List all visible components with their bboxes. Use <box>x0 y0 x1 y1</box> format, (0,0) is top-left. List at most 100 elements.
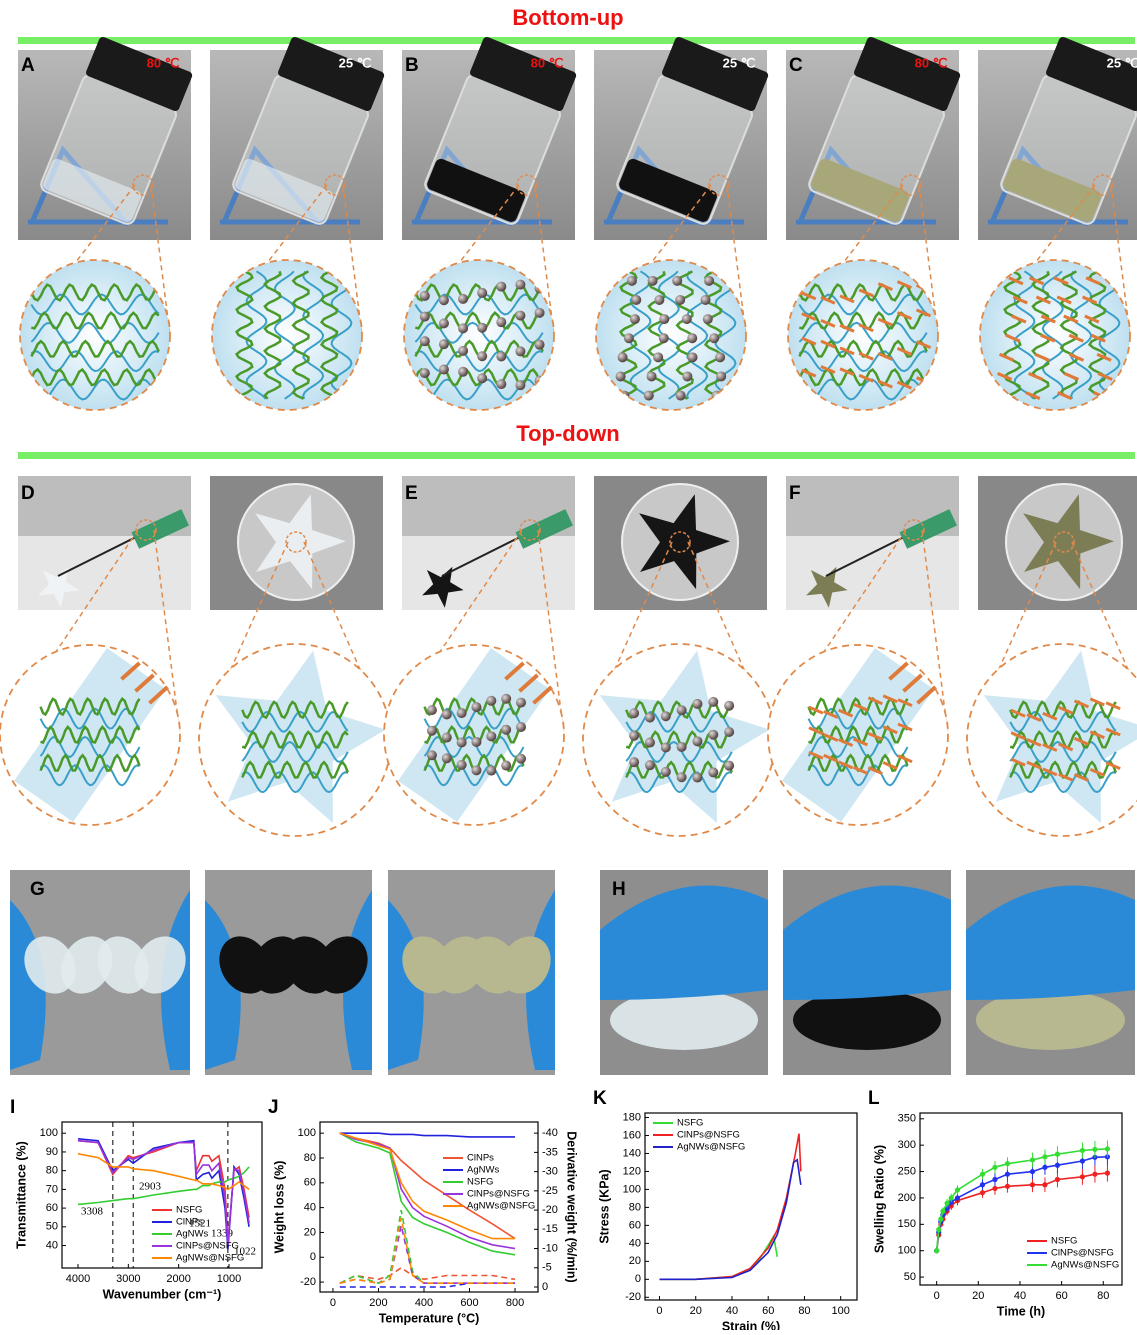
data-point <box>1080 1148 1085 1153</box>
nanoparticle <box>709 333 719 343</box>
x-tick-label: 0 <box>330 1297 336 1309</box>
nanoparticle <box>515 311 525 321</box>
series-line <box>937 1157 1108 1251</box>
y2-tick-label: 0 <box>542 1281 548 1293</box>
y-axis-title: Swelling Ratio (%) <box>872 1145 886 1253</box>
nanoparticle <box>501 694 511 704</box>
data-point <box>938 1216 943 1221</box>
legend-label: AgNWs@NSFG <box>677 1142 745 1153</box>
nanoparticle <box>647 371 657 381</box>
nanoparticle <box>477 288 487 298</box>
nanoparticle <box>677 705 687 715</box>
nanoparticle <box>653 352 663 362</box>
nanoparticle <box>458 367 468 377</box>
nanoparticle <box>496 282 506 292</box>
y-tick-label: 180 <box>623 1111 641 1123</box>
data-point <box>1030 1182 1035 1187</box>
nanoparticle <box>427 705 437 715</box>
nanoparticle <box>645 713 655 723</box>
x-tick-label: 1000 <box>217 1273 241 1285</box>
section-bar <box>18 452 1135 459</box>
x-tick-label: 20 <box>972 1290 984 1302</box>
y-tick-label: 70 <box>46 1183 58 1195</box>
x-tick-label: 80 <box>798 1305 810 1317</box>
nanoparticle <box>501 725 511 735</box>
x-axis-title: Strain (%) <box>722 1319 780 1330</box>
nanoparticle <box>659 333 669 343</box>
data-point <box>940 1209 945 1214</box>
legend-label: ClNPs@NSFG <box>1051 1248 1114 1259</box>
nanoparticle <box>427 726 437 736</box>
x-tick-label: 3000 <box>116 1273 140 1285</box>
y-tick-label: 0 <box>635 1273 641 1285</box>
nanoparticle <box>692 699 702 709</box>
nanoparticle <box>627 276 637 286</box>
nanoparticle <box>644 391 654 401</box>
data-point <box>949 1195 954 1200</box>
series-line <box>660 1134 801 1280</box>
data-point <box>1092 1172 1097 1177</box>
temperature-label: 80 ℃ <box>147 55 180 70</box>
nanoparticle <box>645 738 655 748</box>
nanoparticle <box>724 761 734 771</box>
data-point <box>955 1187 960 1192</box>
y2-tick-label: -5 <box>542 1262 552 1274</box>
x-tick-label: 20 <box>690 1305 702 1317</box>
y-tick-label: 40 <box>629 1237 641 1249</box>
nanoparticle <box>716 371 726 381</box>
nanoparticle <box>458 294 468 304</box>
nanoparticle <box>535 308 545 318</box>
x-tick-label: 0 <box>934 1290 940 1302</box>
nanoparticle <box>471 702 481 712</box>
panel-label: A <box>21 55 35 76</box>
y-tick-label: 50 <box>904 1271 916 1283</box>
y-axis-title: Transmittance (%) <box>14 1141 28 1249</box>
y-tick-label: 40 <box>46 1239 58 1251</box>
panel-label: H <box>612 879 626 900</box>
y-tick-label: 150 <box>898 1218 916 1230</box>
section-title: Bottom-up <box>512 5 623 30</box>
y-axis-title: Stress (KPa) <box>597 1169 611 1243</box>
nanoparticle <box>439 318 449 328</box>
y-tick-label: 80 <box>629 1201 641 1213</box>
nanoparticle <box>496 379 506 389</box>
nanoparticle <box>477 323 487 333</box>
temperature-label: 80 ℃ <box>531 55 564 70</box>
y-tick-label: 100 <box>898 1245 916 1257</box>
data-point <box>1005 1161 1010 1166</box>
nanoparticle <box>704 276 714 286</box>
data-point <box>1042 1165 1047 1170</box>
panel-label: F <box>789 483 801 504</box>
y-tick-label: 250 <box>898 1165 916 1177</box>
nanoparticle <box>692 773 702 783</box>
zoom-content <box>583 644 775 836</box>
nanoparticle <box>618 352 628 362</box>
y-tick-label: 40 <box>304 1202 316 1214</box>
y-tick-label: 80 <box>304 1152 316 1164</box>
y2-tick-label: -20 <box>542 1204 558 1216</box>
section-title: Top-down <box>516 421 619 446</box>
y-tick-label: 90 <box>46 1146 58 1158</box>
x-tick-label: 80 <box>1097 1290 1109 1302</box>
legend-label: AgNWs <box>467 1165 499 1176</box>
legend-label: AgNWs@NSFG <box>176 1253 244 1264</box>
zoom-content <box>0 645 180 825</box>
zoom-content <box>967 644 1137 836</box>
y2-tick-label: -40 <box>542 1127 558 1139</box>
y-tick-label: 60 <box>304 1177 316 1189</box>
nanoparticle <box>648 276 658 286</box>
nanoparticle <box>442 709 452 719</box>
y-tick-label: 60 <box>629 1219 641 1231</box>
nanoparticle <box>703 314 713 324</box>
legend-label: NSFG <box>677 1118 703 1129</box>
nanoparticle <box>629 708 639 718</box>
nanoparticle <box>457 708 467 718</box>
panel-label: I <box>10 1097 15 1118</box>
y-tick-label: 100 <box>298 1127 316 1139</box>
nanoparticle <box>659 314 669 324</box>
x-tick-label: 40 <box>1014 1290 1026 1302</box>
panel-label: G <box>30 879 45 900</box>
panel-label: E <box>405 483 418 504</box>
data-point <box>1005 1184 1010 1189</box>
legend-label: NSFG <box>467 1177 493 1188</box>
